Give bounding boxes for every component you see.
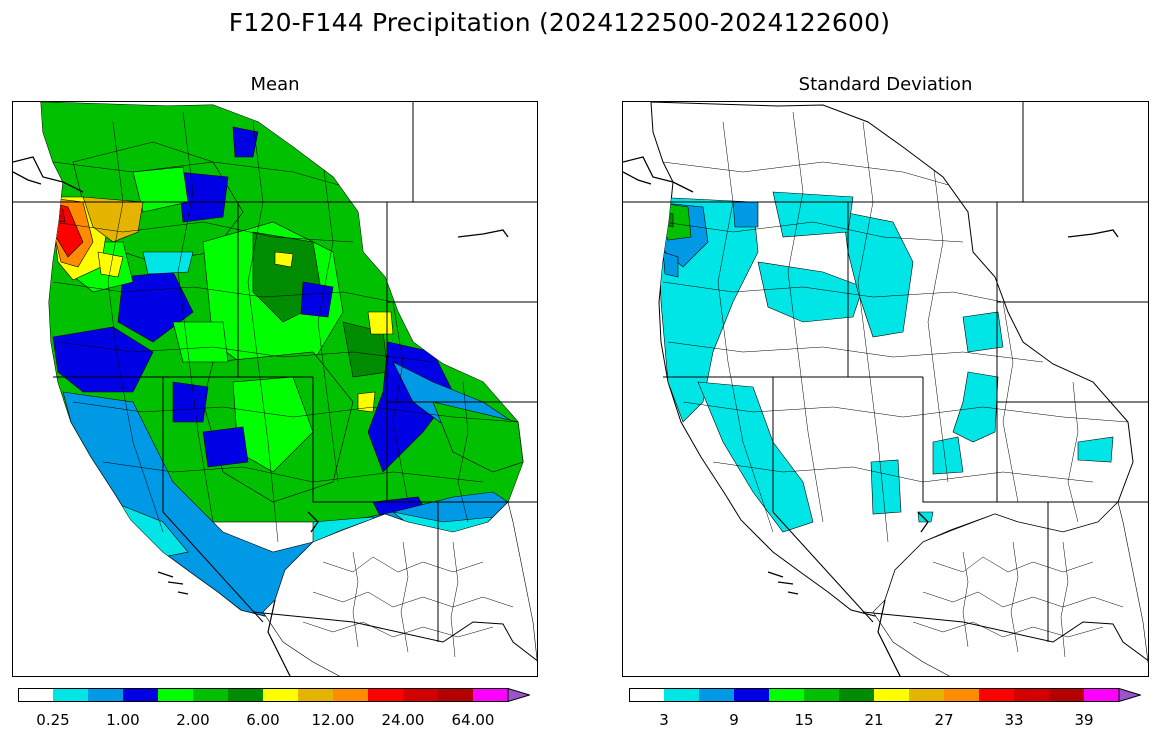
colorbar-segment <box>769 688 804 702</box>
mean-precip-map <box>12 101 538 677</box>
colorbar-tick-label: 3 <box>659 711 669 729</box>
colorbar-extend-arrow <box>507 688 530 702</box>
colorbar-segment <box>1084 688 1119 702</box>
colorbar-segment <box>53 688 88 702</box>
colorbar-segment <box>88 688 123 702</box>
colorbar-segment <box>944 688 979 702</box>
colorbar-segment <box>18 688 53 702</box>
colorbar-segment <box>473 688 508 702</box>
mean-colorbar <box>18 688 530 702</box>
colorbar-segment <box>664 688 699 702</box>
colorbar-segment <box>438 688 473 702</box>
colorbar-tick-label: 9 <box>729 711 739 729</box>
colorbar-tick-label: 0.25 <box>36 711 70 729</box>
colorbar-segment <box>1049 688 1084 702</box>
colorbar-tick-label: 1.00 <box>106 711 140 729</box>
colorbar-tick-label: 64.00 <box>451 711 495 729</box>
colorbar-segment <box>123 688 158 702</box>
colorbar-segment <box>333 688 368 702</box>
colorbar-segment <box>874 688 909 702</box>
colorbar-tick-label: 12.00 <box>311 711 355 729</box>
colorbar-extend-arrow <box>1118 688 1141 702</box>
colorbar-segment <box>804 688 839 702</box>
colorbar-segment <box>368 688 403 702</box>
std-map-svg <box>623 102 1148 676</box>
colorbar-segment <box>1014 688 1049 702</box>
colorbar-segment <box>909 688 944 702</box>
colorbar-tick-label: 6.00 <box>246 711 280 729</box>
colorbar-segment <box>699 688 734 702</box>
colorbar-segment <box>734 688 769 702</box>
colorbar-segment <box>193 688 228 702</box>
figure-title: F120-F144 Precipitation (2024122500-2024… <box>228 8 891 37</box>
colorbar-segment <box>839 688 874 702</box>
colorbar-tick-label: 24.00 <box>381 711 425 729</box>
std-colorbar <box>629 688 1141 702</box>
colorbar-tick-label: 33 <box>1004 711 1024 729</box>
colorbar-segment <box>298 688 333 702</box>
mean-panel-title: Mean <box>250 74 300 95</box>
colorbar-segment <box>228 688 263 702</box>
colorbar-tick-label: 2.00 <box>176 711 210 729</box>
colorbar-tick-label: 39 <box>1074 711 1094 729</box>
colorbar-tick-label: 21 <box>864 711 884 729</box>
colorbar-tick-label: 27 <box>934 711 954 729</box>
colorbar-segment <box>403 688 438 702</box>
std-precip-map <box>622 101 1149 677</box>
colorbar-segment <box>158 688 193 702</box>
colorbar-tick-label: 15 <box>794 711 814 729</box>
colorbar-segment <box>263 688 298 702</box>
std-panel-title: Standard Deviation <box>798 74 973 95</box>
colorbar-segment <box>979 688 1014 702</box>
mean-map-svg <box>13 102 537 676</box>
colorbar-segment <box>629 688 664 702</box>
